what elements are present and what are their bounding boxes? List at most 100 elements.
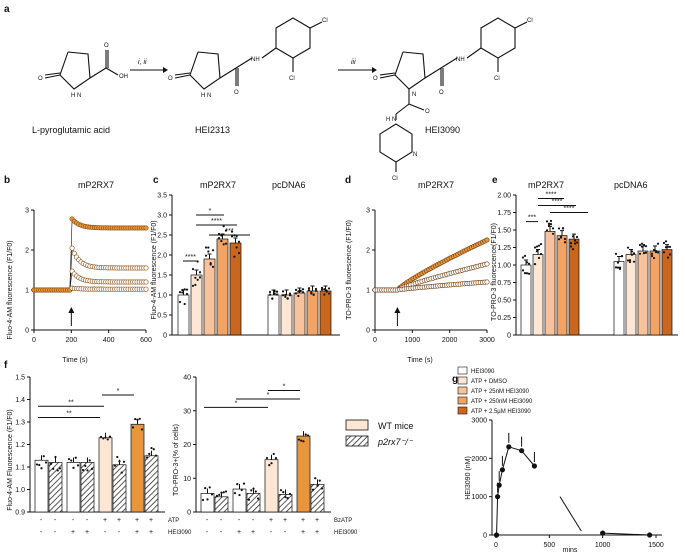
significance-label: **** — [211, 218, 222, 225]
x-tick-label: 1500 — [648, 542, 664, 549]
data-point — [323, 288, 326, 291]
data-point — [237, 240, 241, 243]
data-point — [312, 293, 315, 296]
compound-name-1: L-pyroglutamic acid — [32, 125, 110, 135]
data-point — [49, 462, 53, 465]
legend-swatch — [457, 396, 468, 405]
data-point — [152, 448, 155, 451]
reagents-1: i, ii — [138, 59, 147, 66]
atom-n: N — [413, 152, 417, 158]
legend-swatch — [457, 376, 468, 385]
molecule-pyroglutamic-acid: O H N O OH — [38, 43, 128, 99]
atom-o: O — [104, 43, 109, 49]
y-tick-label: 2 — [366, 248, 370, 255]
y-tick-label: 0.25 — [497, 315, 511, 322]
data-point — [547, 222, 551, 225]
panel-label-e: e — [492, 175, 498, 186]
arrowhead — [372, 67, 377, 73]
data-point — [630, 253, 634, 256]
data-point — [310, 291, 313, 294]
data-point — [484, 237, 490, 243]
y-tick-label: 0.9 — [15, 510, 25, 517]
legend-label: ATP + 250nM HEI3090 — [471, 399, 533, 405]
data-point — [668, 253, 672, 256]
data-point — [549, 219, 553, 223]
bar — [649, 250, 661, 336]
panel-label-d: d — [345, 175, 351, 186]
data-point — [120, 471, 123, 474]
x-tick-label: 3000 — [479, 337, 495, 344]
synthesis-scheme: O H N O OH L-pyroglutamic acid i, ii O H… — [32, 17, 533, 182]
x-tick-label: 200 — [65, 337, 77, 344]
data-point — [557, 238, 561, 241]
data-point — [256, 497, 260, 500]
condition-sign: - — [220, 517, 223, 524]
pk-curve-break — [559, 496, 582, 532]
y-tick-label: 1.00 — [497, 263, 511, 270]
bar — [613, 261, 625, 336]
condition-sign: + — [103, 517, 107, 524]
y-tick-label: 3000 — [471, 418, 487, 425]
data-point — [537, 256, 541, 260]
data-point — [525, 261, 529, 264]
x-axis-label: Time (s) — [407, 357, 432, 364]
data-point — [656, 242, 660, 245]
bar-wild-type — [296, 435, 311, 513]
data-point — [181, 288, 184, 292]
data-point — [614, 252, 618, 255]
panel-f-calcium-macrophage-bars: Fluo-4-AM Fluorescence (F1/F0) 0.9 1.0 1.1… — [7, 375, 192, 537]
data-point — [206, 498, 209, 501]
condition-sign: - — [54, 529, 57, 536]
data-point — [207, 246, 210, 249]
significance-label: * — [283, 384, 286, 391]
data-point — [533, 263, 537, 266]
row-label: HEI3090 — [334, 530, 358, 536]
data-point — [88, 459, 91, 462]
data-point — [272, 452, 275, 456]
condition-sign: + — [283, 517, 287, 524]
data-point — [545, 229, 549, 232]
data-point — [519, 448, 525, 454]
y-tick-label: 2 — [25, 248, 29, 255]
data-point — [302, 440, 305, 443]
data-point — [279, 489, 283, 492]
y-tick-label: 0 — [507, 333, 511, 340]
data-point — [145, 456, 149, 459]
condition-sign: - — [206, 517, 209, 524]
y-tick-label: 3 — [25, 208, 29, 215]
data-point — [222, 225, 225, 228]
data-point — [270, 462, 273, 465]
data-point — [69, 245, 75, 251]
data-point — [191, 267, 195, 271]
data-point — [642, 252, 646, 255]
y-tick-label: 3 — [366, 208, 370, 215]
legend-label-ko: p2rx7⁻/⁻ — [377, 437, 414, 447]
data-point — [122, 460, 126, 463]
data-point — [204, 487, 207, 490]
significance-label: * — [235, 400, 238, 407]
y-tick-label: 0.75 — [497, 280, 511, 287]
data-point — [654, 250, 658, 254]
panel-g-pharmacokinetics: HEI3090 (nM) mins 0 1000 2000 3000 0 500 1000 1… — [465, 418, 664, 555]
data-point — [297, 290, 300, 293]
atom-nh: NH — [251, 57, 260, 63]
data-point — [275, 293, 279, 296]
data-point — [523, 254, 527, 257]
data-point — [224, 242, 228, 245]
condition-sign: + — [135, 517, 139, 524]
data-point — [327, 287, 331, 290]
data-point — [198, 271, 202, 274]
data-point — [620, 254, 624, 258]
data-point — [222, 491, 225, 494]
condition-sign: - — [72, 517, 75, 524]
data-point — [662, 251, 666, 254]
y-axis-label: Fluo-4-AM fluorescence (F1/F0) — [151, 220, 158, 319]
data-point — [535, 250, 539, 253]
data-point — [236, 483, 239, 486]
data-point — [575, 235, 579, 239]
data-point — [204, 246, 208, 249]
data-point — [273, 292, 276, 295]
y-tick-label: 3.5 — [157, 193, 167, 200]
y-tick-label: 10 — [183, 476, 191, 483]
data-point — [664, 240, 668, 243]
